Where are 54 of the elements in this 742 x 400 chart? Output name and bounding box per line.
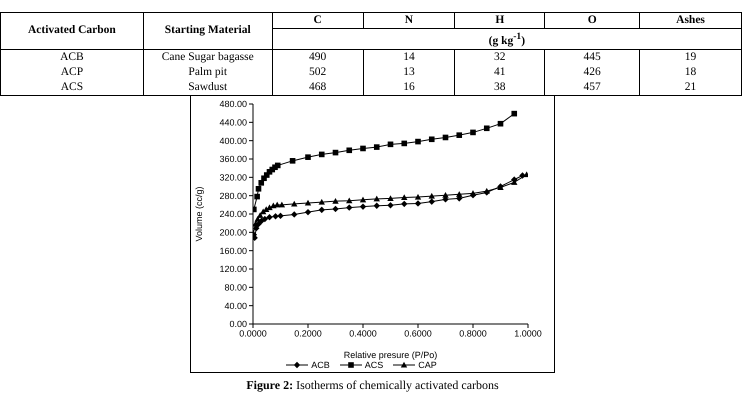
x-tick-label: 0.6000 <box>404 328 432 338</box>
text: 19 <box>640 49 742 65</box>
text: ACB <box>0 49 144 65</box>
text: 18 <box>640 64 742 80</box>
text: ACP <box>0 64 144 80</box>
x-axis-title: Relative presure (P/Po) <box>344 350 438 360</box>
y-tick-label: 80.00 <box>224 282 247 293</box>
y-tick-label: 160.00 <box>219 246 247 256</box>
legend-label: ACS <box>364 360 384 370</box>
y-tick-label: 480.00 <box>219 99 247 110</box>
y-tick-label: 320.00 <box>219 172 247 183</box>
caption: Figure 2: Isotherms of chemically activated carbons <box>245 378 500 393</box>
legend-label: ACB <box>310 360 330 370</box>
y-tick-label: 120.00 <box>219 264 247 274</box>
text: N <box>363 12 455 28</box>
y-tick-label: 0.00 <box>229 319 247 330</box>
text: 502 <box>272 64 364 80</box>
text: 13 <box>363 64 455 80</box>
text: H <box>454 12 545 28</box>
y-tick-label: 400.00 <box>219 136 247 146</box>
text: Activated Carbon <box>0 12 144 50</box>
text: 16 <box>363 80 455 96</box>
x-tick-label: 0.0000 <box>239 328 267 338</box>
text: 41 <box>454 64 545 80</box>
text: 457 <box>544 80 640 96</box>
text: 490 <box>272 49 364 65</box>
legend-label: CAP <box>417 360 437 370</box>
text: Starting Material <box>143 12 272 50</box>
x-tick-label: 0.8000 <box>459 328 487 338</box>
text: Cane Sugar bagasse <box>143 49 272 65</box>
text: C <box>272 12 364 28</box>
y-tick-label: 360.00 <box>219 154 247 164</box>
text: 14 <box>363 49 455 65</box>
y-tick-label: 240.00 <box>219 209 247 220</box>
y-tick-label: 40.00 <box>224 300 247 311</box>
y-tick-label: 200.00 <box>219 228 247 238</box>
text: Sawdust <box>143 80 272 96</box>
text: 445 <box>544 49 640 65</box>
text: 32 <box>454 49 545 65</box>
text: 38 <box>454 80 545 96</box>
x-tick-label: 1.0000 <box>514 328 542 338</box>
y-axis-title: Volume (cc/g) <box>194 186 204 242</box>
y-tick-label: 280.00 <box>219 190 247 201</box>
text: Palm pit <box>143 64 272 80</box>
text: (g kg$^{-1}$) <box>272 28 742 50</box>
x-tick-label: 0.4000 <box>349 328 377 338</box>
text: O <box>544 12 640 28</box>
text: ACS <box>0 80 144 96</box>
text: 426 <box>544 64 640 80</box>
text: Ashes <box>640 12 742 28</box>
text: 21 <box>640 80 742 96</box>
text: 468 <box>272 80 364 96</box>
x-tick-label: 0.2000 <box>294 328 322 338</box>
y-tick-label: 440.00 <box>219 118 247 128</box>
